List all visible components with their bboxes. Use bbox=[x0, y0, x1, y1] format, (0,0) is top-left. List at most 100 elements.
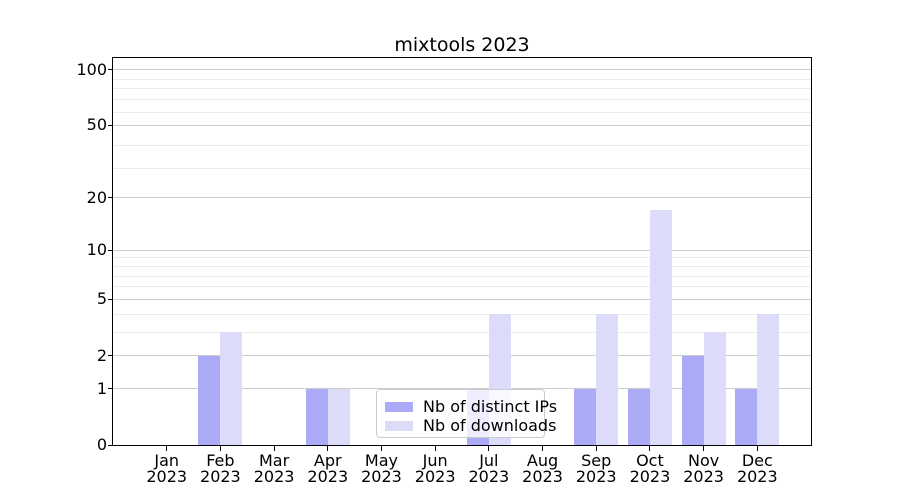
bar-distinct-ips bbox=[627, 388, 650, 445]
bar-distinct-ips bbox=[735, 388, 758, 445]
x-tick-label-line: 2023 bbox=[522, 467, 563, 486]
x-tick-label-line: 2023 bbox=[629, 467, 671, 486]
y-tick-label: 50 bbox=[86, 115, 107, 135]
major-gridline bbox=[113, 69, 811, 71]
x-tick-label-line: Oct bbox=[636, 451, 664, 470]
y-tick-label: 1 bbox=[96, 378, 107, 398]
y-tick-label: 10 bbox=[86, 240, 107, 260]
x-tick-label: Sep 2023 bbox=[554, 453, 638, 485]
x-tick-label: Oct 2023 bbox=[608, 453, 692, 485]
x-tick-label-line: Sep bbox=[581, 451, 612, 470]
x-tick-label-line: 2023 bbox=[361, 467, 402, 486]
x-tick-mark bbox=[380, 446, 382, 451]
bar-distinct-ips bbox=[198, 355, 221, 445]
x-tick-label: Jan 2023 bbox=[125, 453, 209, 485]
major-gridline bbox=[113, 355, 811, 357]
minor-gridline bbox=[113, 111, 811, 113]
x-tick-mark bbox=[434, 446, 436, 451]
x-tick-label-line: 2023 bbox=[683, 467, 724, 486]
y-tick-mark bbox=[108, 388, 113, 390]
x-tick-mark bbox=[166, 446, 168, 451]
x-tick-label-line: Nov bbox=[687, 451, 720, 470]
bar-distinct-ips bbox=[681, 355, 704, 445]
x-tick-mark bbox=[273, 446, 275, 451]
y-tick-label: 20 bbox=[86, 187, 107, 207]
legend: Nb of distinct IPs Nb of downloads bbox=[376, 389, 557, 438]
x-tick-label-line: 2023 bbox=[146, 467, 188, 486]
minor-gridline bbox=[113, 275, 811, 277]
y-tick-label: 5 bbox=[96, 289, 107, 309]
bar-downloads bbox=[703, 332, 726, 445]
y-tick-label: 2 bbox=[96, 345, 107, 365]
x-tick-label-line: 2023 bbox=[575, 467, 617, 486]
x-tick-label-line: Feb bbox=[206, 451, 235, 470]
x-tick-label: Feb 2023 bbox=[178, 453, 262, 485]
y-tick-mark bbox=[108, 124, 113, 126]
x-tick-label: Nov 2023 bbox=[662, 453, 746, 485]
x-tick-label: Aug 2023 bbox=[501, 453, 585, 485]
x-tick-mark bbox=[219, 446, 221, 451]
x-tick-label-line: 2023 bbox=[414, 467, 456, 486]
major-gridline bbox=[113, 124, 811, 126]
y-tick-label: 100 bbox=[76, 59, 107, 79]
x-tick-label-line: 2023 bbox=[200, 467, 241, 486]
major-gridline bbox=[113, 298, 811, 300]
bar-downloads bbox=[649, 210, 672, 445]
y-tick-mark bbox=[108, 197, 113, 199]
y-tick-mark bbox=[108, 298, 113, 300]
bar-downloads bbox=[220, 332, 243, 445]
x-tick-label-line: 2023 bbox=[736, 467, 778, 486]
x-tick-mark bbox=[703, 446, 705, 451]
x-tick-mark bbox=[542, 446, 544, 451]
x-tick-mark bbox=[488, 446, 490, 451]
x-tick-label-line: 2023 bbox=[253, 467, 295, 486]
x-tick-mark bbox=[595, 446, 597, 451]
legend-entry: Nb of distinct IPs bbox=[385, 397, 557, 416]
legend-swatch bbox=[385, 420, 413, 431]
y-tick-label: 0 bbox=[96, 435, 107, 454]
y-tick-mark bbox=[108, 69, 113, 71]
x-tick-mark bbox=[649, 446, 651, 451]
x-tick-label-line: Dec bbox=[741, 451, 773, 470]
legend-label: Nb of downloads bbox=[423, 415, 557, 435]
bar-downloads bbox=[757, 314, 780, 445]
plot-area bbox=[112, 57, 812, 446]
major-gridline bbox=[113, 197, 811, 199]
minor-gridline bbox=[113, 265, 811, 267]
minor-gridline bbox=[113, 257, 811, 259]
x-tick-label: May 2023 bbox=[339, 453, 423, 485]
major-gridline bbox=[113, 388, 811, 390]
minor-gridline bbox=[113, 168, 811, 170]
x-tick-label-line: Mar bbox=[258, 451, 290, 470]
bar-distinct-ips bbox=[305, 388, 328, 445]
minor-gridline bbox=[113, 99, 811, 101]
x-tick-label-line: Apr bbox=[313, 451, 342, 470]
minor-gridline bbox=[113, 78, 811, 80]
minor-gridline bbox=[113, 144, 811, 146]
x-tick-label-line: Jun bbox=[422, 451, 448, 470]
legend-entry: Nb of downloads bbox=[385, 416, 556, 435]
x-tick-label-line: 2023 bbox=[307, 467, 349, 486]
y-tick-mark bbox=[108, 249, 113, 251]
minor-gridline bbox=[113, 313, 811, 315]
legend-swatch bbox=[385, 401, 413, 412]
x-tick-label-line: Jul bbox=[479, 451, 499, 470]
x-tick-label: Dec 2023 bbox=[715, 453, 799, 485]
x-tick-mark bbox=[327, 446, 329, 451]
minor-gridline bbox=[113, 88, 811, 90]
chart-title: mixtools 2023 bbox=[394, 34, 530, 56]
minor-gridline bbox=[113, 331, 811, 333]
minor-gridline bbox=[113, 286, 811, 288]
x-tick-label-line: Aug bbox=[526, 451, 559, 470]
x-tick-label: Apr 2023 bbox=[286, 453, 370, 485]
major-gridline bbox=[113, 249, 811, 251]
legend-label: Nb of distinct IPs bbox=[423, 396, 558, 416]
y-tick-mark bbox=[108, 444, 113, 446]
bar-distinct-ips bbox=[574, 388, 597, 445]
y-tick-mark bbox=[108, 355, 113, 357]
bar-downloads bbox=[327, 388, 350, 445]
bar-downloads bbox=[596, 314, 619, 445]
x-tick-label: Jul 2023 bbox=[447, 453, 531, 485]
x-tick-label-line: May bbox=[364, 451, 398, 470]
